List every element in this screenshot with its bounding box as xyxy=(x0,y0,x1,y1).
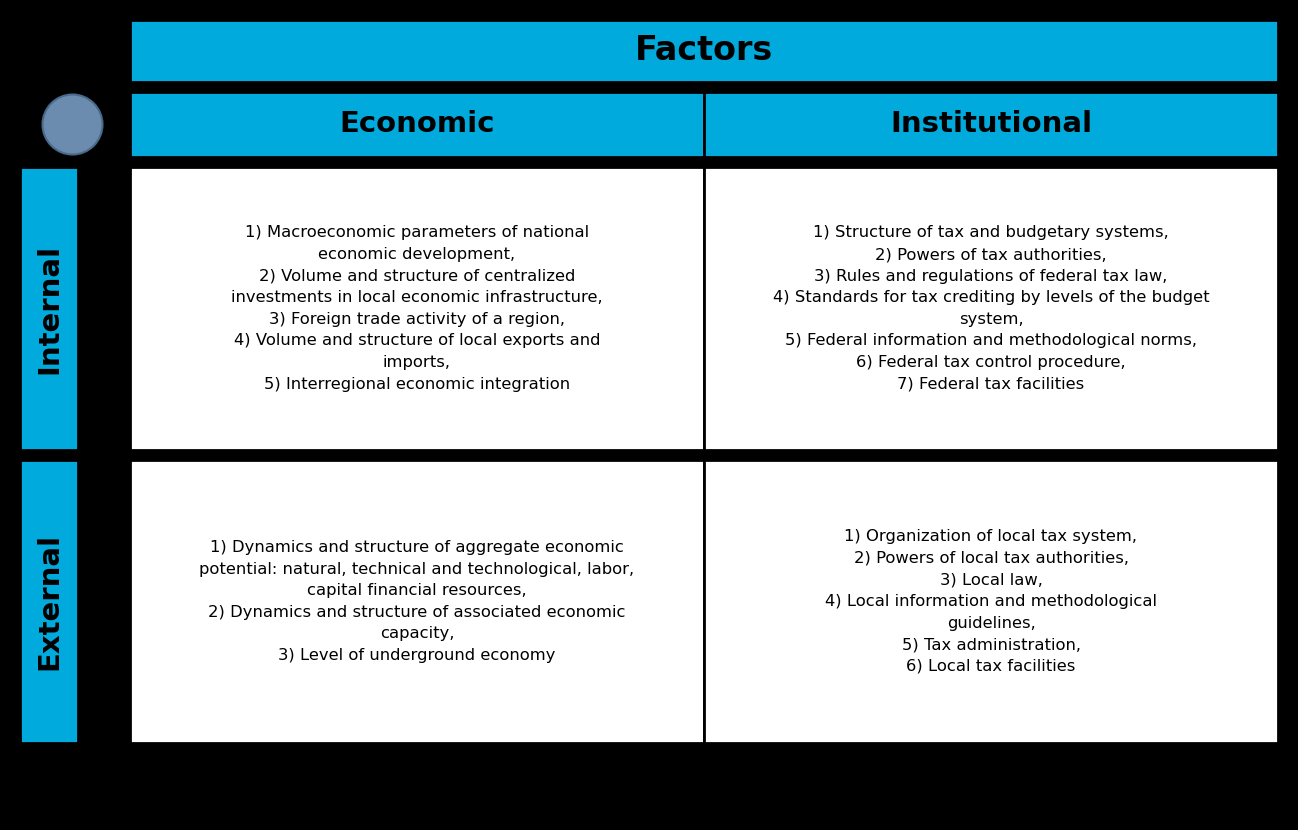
Bar xyxy=(130,92,704,157)
Text: 1) Organization of local tax system,
2) Powers of local tax authorities,
3) Loca: 1) Organization of local tax system, 2) … xyxy=(826,530,1157,674)
Bar xyxy=(704,92,1279,157)
Text: 1) Dynamics and structure of aggregate economic
potential: natural, technical an: 1) Dynamics and structure of aggregate e… xyxy=(200,540,635,663)
Bar xyxy=(130,20,1279,82)
Text: 1) Macroeconomic parameters of national
economic development,
2) Volume and stru: 1) Macroeconomic parameters of national … xyxy=(231,226,602,392)
Text: External: External xyxy=(35,533,64,670)
Bar xyxy=(704,167,1279,450)
Bar xyxy=(130,460,704,743)
Bar xyxy=(19,167,78,450)
Text: Internal: Internal xyxy=(35,243,64,374)
Bar xyxy=(19,460,78,743)
Bar xyxy=(130,167,704,450)
Text: Factors: Factors xyxy=(635,35,774,67)
Text: Economic: Economic xyxy=(339,110,495,139)
Text: Institutional: Institutional xyxy=(890,110,1092,139)
Circle shape xyxy=(43,95,103,154)
Text: 1) Structure of tax and budgetary systems,
2) Powers of tax authorities,
3) Rule: 1) Structure of tax and budgetary system… xyxy=(772,226,1210,392)
Bar xyxy=(704,460,1279,743)
